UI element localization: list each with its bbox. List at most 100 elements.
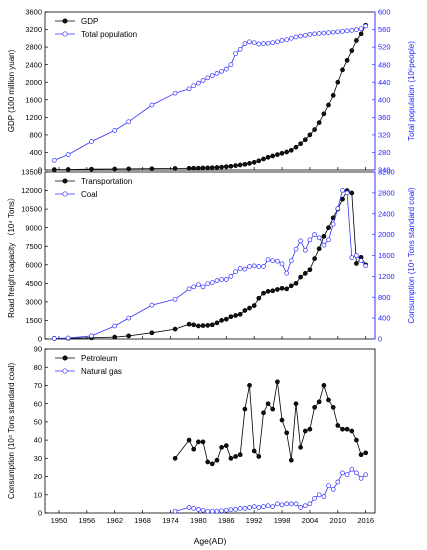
series-line-1 [54,190,367,339]
data-point [256,505,262,510]
data-point [326,102,331,108]
data-point [219,318,224,323]
data-point [237,46,243,52]
y2-axis-label: Total population (10⁶people) [407,41,416,141]
legend-marker [62,18,68,24]
y2-tick-label: 400 [378,95,391,104]
data-point [233,507,238,512]
data-point [307,426,313,432]
data-point [172,90,178,96]
data-point [223,443,229,448]
data-point [288,283,294,289]
data-point [312,31,317,37]
data-point [242,406,248,412]
data-point [279,502,285,508]
data-point [316,399,322,405]
data-point [223,277,229,282]
data-point [330,486,336,492]
data-point [288,501,294,507]
y-tick-label: 3200 [25,25,42,34]
legend-marker [62,355,68,361]
data-point [191,165,197,171]
y-tick-label: 800 [29,130,42,139]
data-point [223,66,229,72]
y-tick-label: 50 [34,417,42,426]
data-point [344,57,350,63]
data-point [293,144,299,150]
data-point [51,157,57,163]
y-tick-label: 80 [34,363,42,372]
y-tick-label: 3000 [25,297,42,306]
data-point [363,23,369,29]
data-point [126,315,132,321]
data-point [233,269,238,275]
data-point [358,31,364,37]
x-tick-label: 2016 [357,516,374,525]
data-point [358,452,364,458]
series-line-2 [54,25,366,161]
data-point [265,401,271,407]
data-point [196,507,201,512]
legend-marker [62,368,68,374]
data-point [312,232,317,237]
data-point [256,454,262,459]
y2-tick-label: 3200 [378,168,395,177]
data-point [237,311,243,317]
data-point [261,504,266,509]
data-point [196,439,201,445]
data-point [354,437,359,443]
y2-tick-label: 800 [378,293,391,302]
data-point [298,33,303,39]
data-point [256,295,262,301]
x-axis-label: Age(AD) [194,536,227,546]
y2-tick-label: 2400 [378,209,395,218]
data-point [209,165,215,171]
y-tick-label: 2000 [25,78,42,87]
data-point [209,461,215,467]
data-point [358,476,364,481]
data-point [209,73,215,78]
data-point [172,326,178,332]
data-point [358,26,364,32]
chart-panel-3: 0 10 20 30 40 50 60 70 80 90 1950 1956 1962 1968 1974 1… [7,345,376,525]
data-point [209,508,215,514]
data-point [326,397,331,403]
data-point [265,503,271,509]
data-point [51,167,57,172]
data-point [228,274,234,279]
data-point [112,334,118,340]
data-point [275,379,280,385]
data-point [358,258,364,264]
data-point [233,313,238,318]
data-point [261,156,266,162]
data-point [279,261,285,267]
legend-label: GDP [81,17,98,26]
data-point [89,139,94,144]
data-point [200,439,206,445]
data-point [275,152,280,157]
y-tick-label: 2400 [25,60,42,69]
data-point [279,417,285,423]
data-point [186,286,192,292]
data-point [298,141,303,147]
data-point [326,237,331,243]
data-point [312,496,317,501]
data-point [363,472,369,478]
legend-marker [62,31,68,37]
data-point [219,445,224,450]
data-point [237,162,243,168]
data-point [149,102,155,108]
data-point [247,505,252,510]
data-point [214,457,220,463]
y2-tick-label: 0 [378,335,382,344]
data-point [316,492,322,498]
data-point [261,41,266,46]
data-point [344,28,350,34]
data-point [172,296,178,302]
y-tick-label: 10500 [21,205,42,214]
data-point [270,153,276,159]
y-tick-label: 70 [34,381,42,390]
data-point [344,190,350,196]
y2-tick-label: 360 [378,113,391,122]
data-point [261,264,266,269]
